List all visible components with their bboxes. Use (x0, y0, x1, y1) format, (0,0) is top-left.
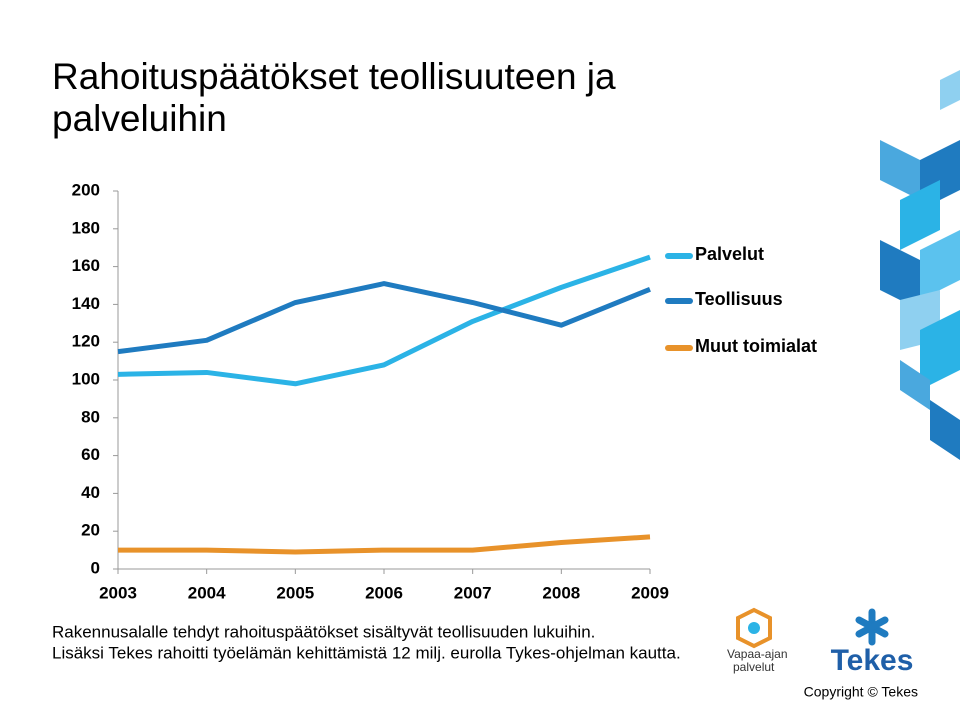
series-line (118, 534, 651, 555)
series-line (117, 281, 651, 355)
legend-label: Teollisuus (695, 289, 783, 309)
y-tick-label: 120 (72, 332, 100, 351)
y-tick-label: 20 (81, 521, 100, 540)
y-tick-label: 200 (72, 180, 100, 199)
logo-text: palvelut (733, 660, 775, 674)
legend-label: Muut toimialat (695, 336, 817, 356)
slide-title: Rahoituspäätökset teollisuuteen ja palve… (52, 56, 616, 139)
x-tick-label: 2006 (365, 583, 403, 602)
y-tick-label: 100 (72, 369, 100, 388)
y-tick-label: 180 (72, 218, 100, 237)
decoration (880, 70, 960, 460)
footnote: Rakennusalalle tehdyt rahoituspäätökset … (52, 622, 595, 641)
legend-label: Palvelut (695, 244, 764, 264)
x-tick-label: 2005 (276, 583, 314, 602)
series-line (117, 254, 651, 387)
footnote: Lisäksi Tekes rahoitti työelämän kehittä… (52, 643, 681, 662)
x-tick-label: 2007 (454, 583, 492, 602)
y-tick-label: 0 (91, 558, 100, 577)
y-tick-label: 80 (81, 407, 100, 426)
x-tick-label: 2009 (631, 583, 669, 602)
x-tick-label: 2004 (188, 583, 226, 602)
x-tick-label: 2008 (542, 583, 580, 602)
vapaa-ajan-logo: Vapaa-ajan palvelut (727, 607, 788, 674)
y-tick-label: 60 (81, 445, 100, 464)
tekes-logo: Tekes (831, 608, 914, 677)
y-tick-label: 40 (81, 483, 100, 502)
y-tick-label: 140 (72, 294, 100, 313)
logo-text: Tekes (831, 644, 914, 677)
copyright: Copyright © Tekes (804, 684, 918, 700)
x-tick-label: 2003 (99, 583, 137, 602)
y-tick-label: 160 (72, 256, 100, 275)
logo-text: Vapaa-ajan (727, 647, 788, 661)
